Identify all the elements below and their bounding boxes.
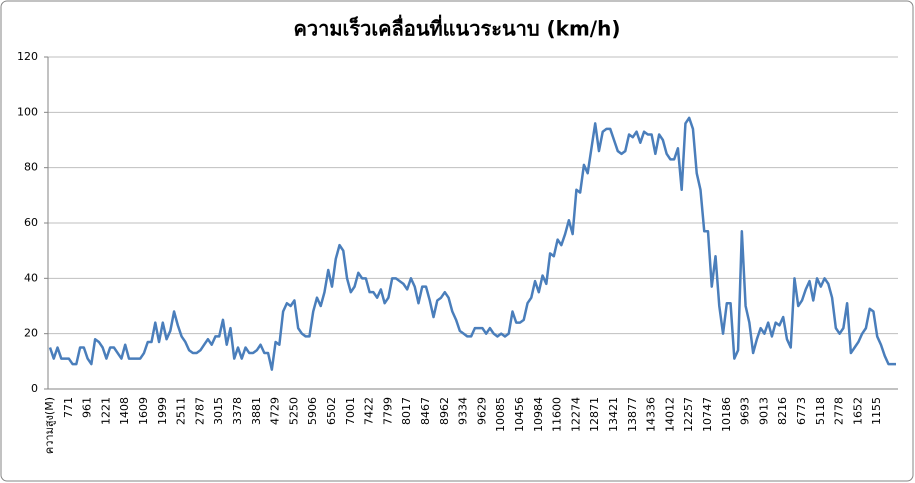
y-tick-label: 120: [17, 50, 38, 63]
x-tick-label: 4729: [269, 397, 282, 425]
x-tick-label: 8962: [438, 397, 451, 425]
x-tick-label: 11600: [551, 397, 564, 432]
x-tick-label: 5118: [814, 397, 827, 425]
x-tick-label: 9693: [739, 397, 752, 425]
y-tick-label: 0: [31, 382, 38, 395]
x-tick-label: 1652: [851, 397, 864, 425]
x-tick-label: 3015: [212, 397, 225, 425]
x-tick-label: 771: [62, 397, 75, 418]
x-tick-label: 10085: [494, 397, 507, 432]
y-tick-label: 100: [17, 105, 38, 118]
line: [48, 116, 896, 371]
x-tick-label: 9013: [757, 397, 770, 425]
x-tick-label: 10984: [532, 397, 545, 432]
y-tick-label: 80: [24, 161, 38, 174]
x-tick-label: 3378: [231, 397, 244, 425]
x-tick-label: 1155: [870, 397, 883, 425]
x-tick-label: 12257: [682, 397, 695, 432]
y-tick-label: 20: [24, 327, 38, 340]
x-tick-label: 5906: [306, 397, 319, 425]
x-tick-label: 12274: [569, 397, 582, 432]
x-tick-label: 10456: [513, 397, 526, 432]
x-tick-label: 10747: [701, 397, 714, 432]
x-tick-label: 9629: [475, 397, 488, 425]
x-tick-label: 7422: [363, 397, 376, 425]
x-tick-label: 7799: [381, 397, 394, 425]
y-tick-label: 40: [24, 271, 38, 284]
x-tick-label: 7001: [344, 397, 357, 425]
x-tick-label: 8467: [419, 397, 432, 425]
x-tick-label: 961: [81, 397, 94, 418]
x-tick-label: 14336: [645, 397, 658, 432]
x-tick-label: 12871: [588, 397, 601, 432]
x-tick-label: 14012: [663, 397, 676, 432]
x-tick-label: 8216: [776, 397, 789, 425]
x-tick-label: 6502: [325, 397, 338, 425]
x-tick-label: 2511: [175, 397, 188, 425]
x-tick-label: 8017: [400, 397, 413, 425]
x-tick-label: 9334: [457, 397, 470, 425]
chart-title: ความเร็วเคลื่อนที่แนวระนาบ (km/h): [294, 14, 621, 41]
x-tick-label: 13421: [607, 397, 620, 432]
y-tick-label: 60: [24, 216, 38, 229]
x-tick-label: 2778: [833, 397, 846, 425]
x-tick-label: 13877: [626, 397, 639, 432]
x-tick-label: 1408: [118, 397, 131, 425]
x-tick-label: 5250: [287, 397, 300, 425]
x-tick-label: 1221: [99, 397, 112, 425]
x-tick-label: 1609: [137, 397, 150, 425]
x-tick-label: ความสูง(M): [43, 397, 56, 454]
x-tick-label: 2787: [193, 397, 206, 425]
x-tick-label: 6773: [795, 397, 808, 425]
x-tick-label: 1999: [156, 397, 169, 425]
x-tick-label: 3881: [250, 397, 263, 425]
x-tick-label: 10186: [720, 397, 733, 432]
